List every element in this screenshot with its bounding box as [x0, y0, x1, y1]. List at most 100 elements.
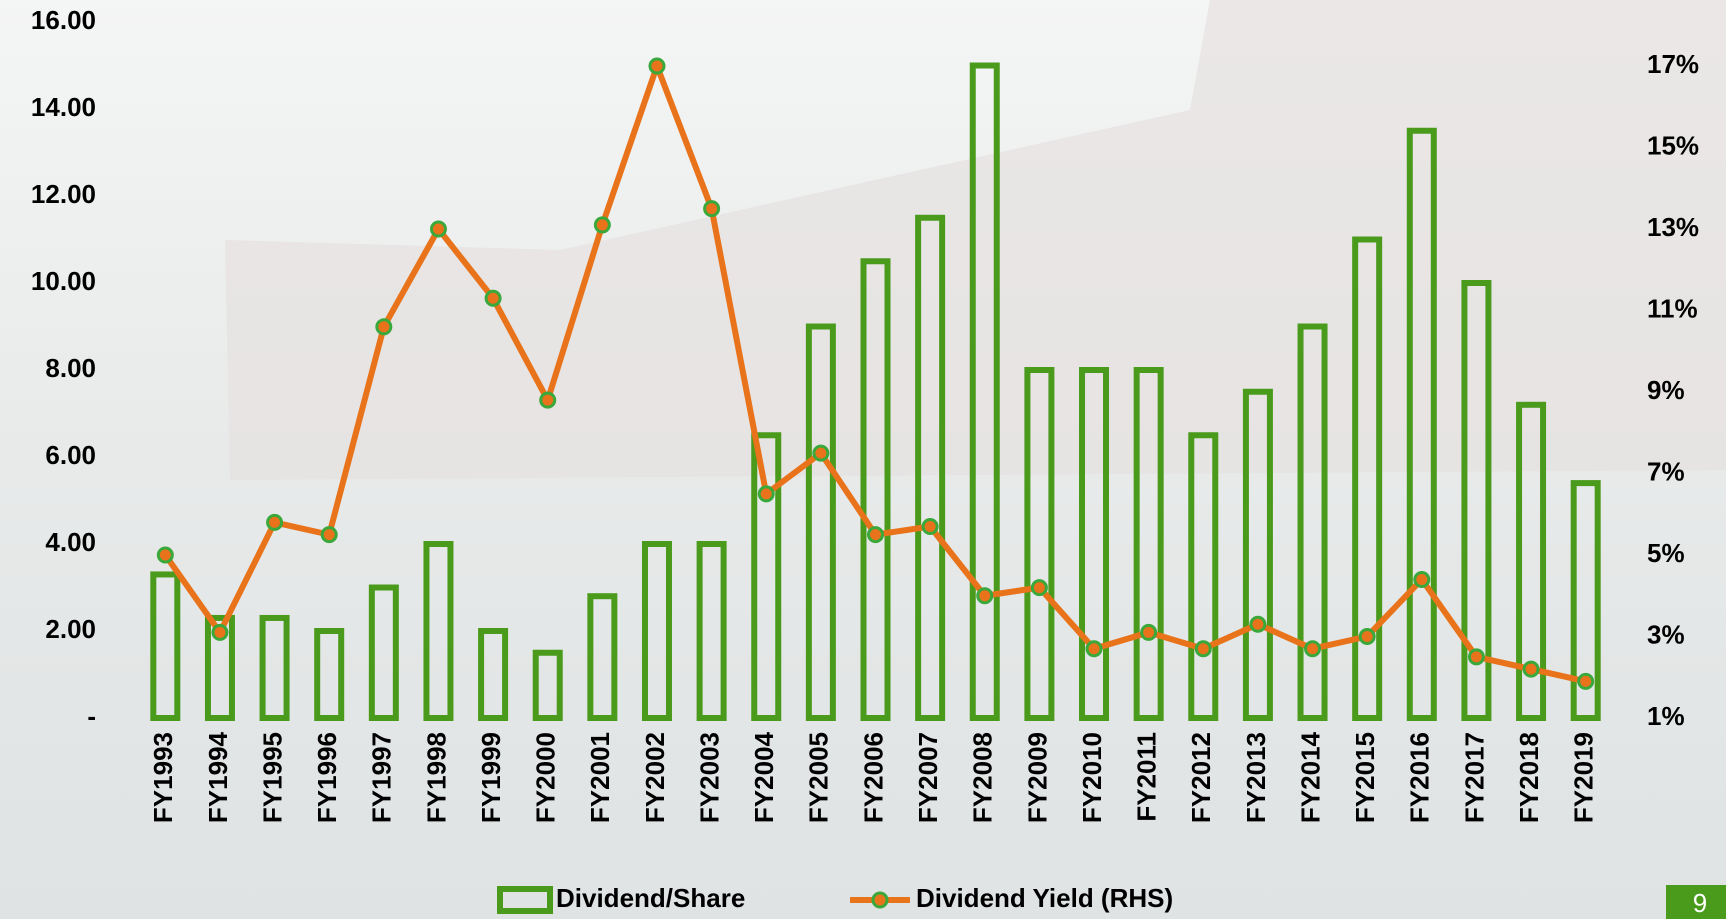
bar — [1570, 480, 1601, 721]
bar — [204, 614, 235, 722]
marker — [429, 220, 447, 238]
x-tick-label: FY1996 — [312, 732, 342, 823]
legend-label: Dividend Yield (RHS) — [916, 883, 1173, 913]
bar — [915, 214, 946, 721]
y2-tick-label: 5% — [1647, 538, 1685, 568]
x-tick-label: FY2019 — [1569, 732, 1599, 823]
y2-tick-label: 1% — [1647, 701, 1685, 731]
x-tick-label: FY2014 — [1295, 731, 1325, 823]
bar — [1516, 401, 1547, 721]
marker — [703, 200, 721, 218]
x-tick-label: FY2012 — [1186, 732, 1216, 823]
marker — [539, 391, 557, 409]
x-tick-label: FY2002 — [640, 732, 670, 823]
x-tick-label: FY2013 — [1241, 732, 1271, 823]
marker — [593, 216, 611, 234]
marker — [1522, 660, 1540, 678]
y2-tick-label: 3% — [1647, 619, 1685, 649]
marker — [1085, 640, 1103, 658]
marker — [320, 526, 338, 544]
bar — [641, 541, 672, 721]
marker — [976, 587, 994, 605]
x-tick-label: FY1994 — [203, 731, 233, 823]
page-number: 9 — [1693, 888, 1707, 918]
marker — [812, 444, 830, 462]
marker — [1358, 628, 1376, 646]
y2-tick-label: 15% — [1647, 130, 1699, 160]
marker — [211, 623, 229, 641]
y-tick-label: 6.00 — [45, 440, 96, 470]
y-tick-label: 4.00 — [45, 527, 96, 557]
y-tick-label: 12.00 — [31, 179, 96, 209]
marker — [1030, 579, 1048, 597]
x-tick-label: FY2016 — [1405, 732, 1435, 823]
bar — [1242, 388, 1273, 721]
x-tick-label: FY2018 — [1514, 732, 1544, 823]
y2-tick-label: 13% — [1647, 212, 1699, 242]
marker — [375, 318, 393, 336]
marker — [1194, 640, 1212, 658]
y-tick-label: 10.00 — [31, 266, 96, 296]
x-tick-label: FY2007 — [913, 732, 943, 823]
y2-tick-label: 9% — [1647, 375, 1685, 405]
marker — [1413, 570, 1431, 588]
bar — [1461, 280, 1492, 721]
marker — [1467, 648, 1485, 666]
x-tick-label: FY2004 — [749, 731, 779, 823]
bar — [1188, 432, 1219, 721]
x-tick-label: FY1999 — [476, 732, 506, 823]
x-tick-label: FY2006 — [858, 732, 888, 823]
legend-marker — [871, 891, 889, 909]
bar — [1024, 367, 1055, 721]
x-tick-label: FY1997 — [367, 732, 397, 823]
y2-tick-label: 17% — [1647, 49, 1699, 79]
bar — [860, 258, 891, 721]
bar — [478, 628, 509, 721]
x-tick-label: FY1998 — [421, 732, 451, 823]
x-tick-label: FY2015 — [1350, 732, 1380, 823]
marker — [1304, 640, 1322, 658]
bar — [368, 584, 399, 721]
y-tick-label: - — [87, 701, 96, 731]
x-tick-label: FY2003 — [694, 732, 724, 823]
bar — [969, 62, 1000, 721]
marker — [156, 546, 174, 564]
bar — [1133, 367, 1164, 721]
marker — [648, 57, 666, 75]
marker — [266, 513, 284, 531]
x-tick-label: FY1993 — [148, 732, 178, 823]
legend-swatch — [497, 886, 553, 914]
marker — [1140, 623, 1158, 641]
x-tick-label: FY2008 — [968, 732, 998, 823]
bar — [1079, 367, 1110, 721]
marker — [484, 289, 502, 307]
bar — [1297, 323, 1328, 721]
x-tick-label: FY1995 — [257, 732, 287, 823]
bar — [1352, 236, 1383, 721]
y-tick-label: 8.00 — [45, 353, 96, 383]
bar — [150, 571, 181, 722]
y2-tick-label: 7% — [1647, 456, 1685, 486]
bar — [805, 323, 836, 721]
x-tick-label: FY2017 — [1459, 732, 1489, 823]
bar — [423, 541, 454, 721]
bar — [1406, 127, 1437, 721]
bar — [259, 614, 290, 722]
y-tick-label: 14.00 — [31, 92, 96, 122]
bar — [587, 593, 618, 722]
x-tick-label: FY2011 — [1132, 732, 1162, 822]
y-tick-label: 2.00 — [45, 614, 96, 644]
x-tick-label: FY2010 — [1077, 732, 1107, 823]
marker — [757, 485, 775, 503]
y2-tick-label: 11% — [1647, 293, 1698, 323]
marker — [1577, 672, 1595, 690]
x-tick-label: FY2009 — [1022, 732, 1052, 823]
legend-label: Dividend/Share — [556, 883, 745, 913]
bar — [696, 541, 727, 721]
bar — [751, 432, 782, 721]
page-number-box — [1666, 885, 1726, 919]
marker — [1249, 615, 1267, 633]
bar — [314, 628, 345, 721]
marker — [921, 517, 939, 535]
